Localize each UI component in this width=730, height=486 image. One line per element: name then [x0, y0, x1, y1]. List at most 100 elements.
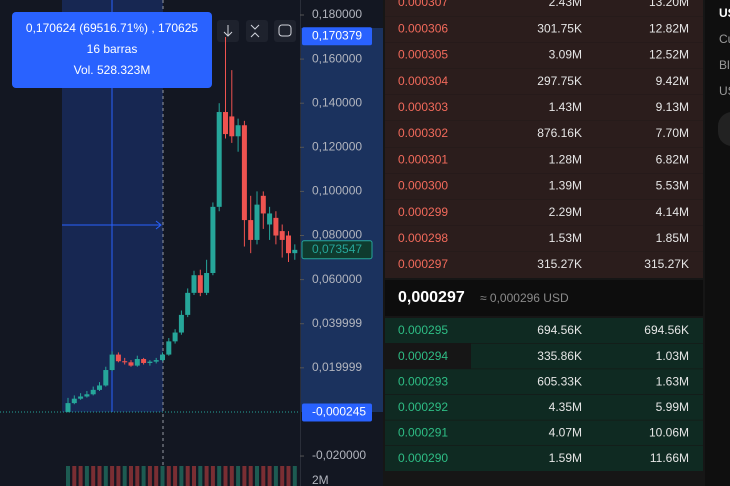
bid-price[interactable]: 0.000293: [398, 374, 448, 388]
ask-total: 315.27K: [644, 257, 689, 271]
volume-bar: [166, 466, 171, 486]
ask-total: 9.42M: [656, 74, 689, 88]
tool-button[interactable]: [246, 20, 268, 42]
ask-price[interactable]: 0.000298: [398, 231, 448, 245]
volume-bar: [204, 466, 209, 486]
bid-row-bg: [385, 420, 703, 446]
tooltip-line: 16 barras: [87, 42, 138, 56]
candle-body: [141, 359, 147, 363]
candle-body: [153, 360, 159, 362]
axis-range: [301, 28, 383, 412]
ask-total: 4.14M: [656, 205, 689, 219]
candle-body: [97, 385, 102, 390]
bid-size: 335.86K: [537, 349, 582, 363]
ask-price[interactable]: 0.000303: [398, 100, 448, 114]
candle-body: [166, 341, 172, 355]
side-label: US: [719, 84, 730, 98]
price-marker: [302, 27, 372, 46]
mid-row-bg: [385, 280, 703, 316]
bid-size: 1.59M: [549, 451, 582, 465]
candle-body: [90, 389, 96, 395]
ask-size: 297.75K: [537, 74, 582, 88]
volume-bar: [141, 466, 146, 486]
y-tick-label: 0,160000: [312, 51, 362, 65]
ask-row-bg: [385, 42, 703, 69]
ask-price[interactable]: 0.000301: [398, 152, 448, 166]
volume-bar: [273, 466, 278, 486]
ask-size: 1.43M: [549, 100, 582, 114]
ask-price[interactable]: 0.000300: [398, 179, 448, 193]
ask-size: 876.16K: [537, 126, 582, 140]
price-marker-label: 0,170379: [312, 28, 362, 42]
volume-bar: [160, 466, 165, 486]
volume-bar: [261, 466, 266, 486]
y-tick-label: 0,039999: [312, 316, 362, 330]
candle-body: [241, 125, 247, 221]
volume-bar: [267, 466, 272, 486]
volume-bar: [173, 466, 178, 486]
volume-bar: [78, 466, 83, 486]
candle-body: [78, 396, 84, 399]
volume-bar: [255, 466, 259, 486]
y-tick-label: 0,060000: [312, 272, 362, 286]
ask-price[interactable]: 0.000307: [398, 0, 448, 9]
bid-total: 1.03M: [656, 349, 689, 363]
volume-bar: [97, 466, 102, 486]
ask-row-bg: [385, 68, 703, 95]
bid-price[interactable]: 0.000290: [398, 451, 448, 465]
volume-bar: [116, 466, 121, 486]
price-marker-label: 0,073547: [312, 242, 362, 256]
volume-bar: [110, 466, 115, 486]
volume-bar: [198, 466, 203, 486]
volume-bar: [185, 466, 190, 486]
candle-body: [229, 116, 235, 137]
ask-price[interactable]: 0.000297: [398, 257, 448, 271]
volume-bar: [236, 466, 241, 486]
ask-price[interactable]: 0.000299: [398, 205, 448, 219]
ask-size: 3.09M: [549, 48, 582, 62]
ask-price[interactable]: 0.000306: [398, 21, 448, 35]
bid-size: 605.33K: [537, 374, 582, 388]
candle-body: [191, 275, 197, 293]
icon-collapse: [250, 24, 260, 38]
ask-price[interactable]: 0.000302: [398, 126, 448, 140]
candle-body: [178, 314, 184, 333]
bid-price[interactable]: 0.000292: [398, 400, 448, 414]
bid-row-bg: [385, 318, 703, 343]
bid-total: 11.66M: [650, 451, 689, 465]
bid-row-bg: [471, 343, 703, 369]
volume-bar: [122, 466, 127, 486]
bid-size: 4.07M: [549, 426, 582, 440]
candle-body: [292, 249, 298, 254]
bid-row-bg: [385, 394, 703, 420]
tooltip-line: Vol. 528.323M: [74, 63, 151, 77]
ask-price[interactable]: 0.000304: [398, 74, 448, 88]
y-tick-label: 0,019999: [312, 360, 362, 374]
bid-size: 694.56K: [537, 323, 582, 337]
tool-button[interactable]: [274, 20, 296, 42]
mid-price: 0,000297: [398, 289, 465, 306]
candle-body: [128, 362, 134, 366]
y-tick-label: 0,140000: [312, 95, 362, 109]
bid-price[interactable]: 0.000291: [398, 426, 448, 440]
ask-total: 13.20M: [649, 0, 689, 9]
volume-bar: [72, 466, 77, 486]
price-marker-label: -0,000245: [312, 405, 366, 419]
candle-body: [147, 361, 153, 363]
candle-body: [197, 275, 203, 293]
volume-bar: [280, 466, 285, 486]
ask-price[interactable]: 0.000305: [398, 48, 448, 62]
volume-bar: [223, 466, 228, 486]
mid-usd: ≈ 0,000296 USD: [480, 291, 569, 305]
y-tick-label: -0,020000: [312, 448, 366, 462]
volume-bar: [292, 466, 297, 486]
candle-body: [223, 112, 228, 135]
volume-bar: [179, 466, 184, 486]
volume-bar: [229, 466, 234, 486]
bid-price[interactable]: 0.000294: [398, 349, 448, 363]
volume-bar: [248, 466, 253, 486]
ask-row-bg: [385, 121, 703, 147]
bid-price[interactable]: 0.000295: [398, 323, 448, 337]
side-button[interactable]: [718, 112, 730, 146]
